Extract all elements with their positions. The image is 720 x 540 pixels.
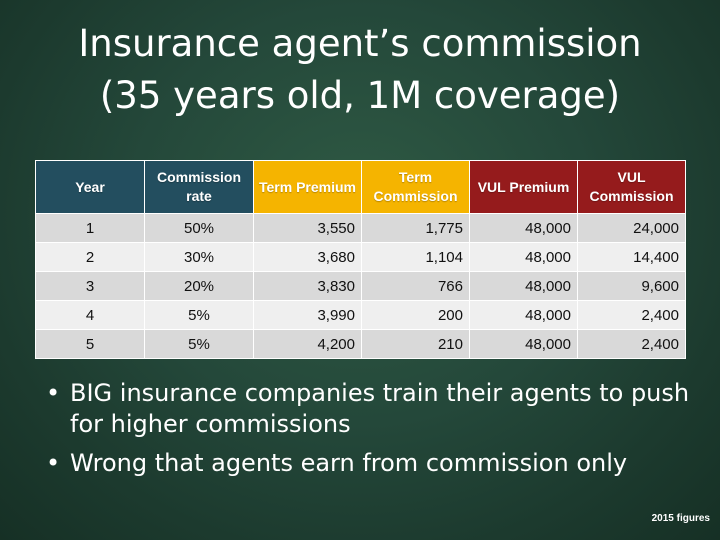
commission-table: Year Commission rate Term Premium Term C… [35,160,686,359]
cell-year: 1 [35,213,145,243]
slide-title: Insurance agent’s commission (35 years o… [0,18,720,122]
footnote: 2015 figures [651,513,710,524]
bullet-dot-icon: • [46,379,61,407]
header-vul-commission: VUL Commission [577,160,686,214]
cell-vul-premium: 48,000 [469,213,578,243]
header-year: Year [35,160,145,214]
cell-year: 3 [35,271,145,301]
cell-commission-rate: 50% [144,213,254,243]
cell-term-premium: 3,680 [253,242,362,272]
cell-term-premium: 3,990 [253,300,362,330]
cell-year: 2 [35,242,145,272]
bullet-dot-icon: • [46,449,61,477]
cell-vul-premium: 48,000 [469,271,578,301]
header-vul-premium: VUL Premium [469,160,578,214]
cell-term-commission: 210 [361,329,470,359]
cell-vul-commission: 2,400 [577,329,686,359]
cell-vul-commission: 2,400 [577,300,686,330]
cell-vul-commission: 24,000 [577,213,686,243]
table-row: 2 30% 3,680 1,104 48,000 14,400 [35,242,686,272]
cell-term-premium: 3,830 [253,271,362,301]
cell-vul-premium: 48,000 [469,242,578,272]
cell-term-commission: 766 [361,271,470,301]
cell-commission-rate: 20% [144,271,254,301]
cell-term-commission: 1,104 [361,242,470,272]
bullet-text: BIG insurance companies train their agen… [70,379,690,438]
cell-vul-premium: 48,000 [469,300,578,330]
header-term-premium: Term Premium [253,160,362,214]
cell-term-premium: 4,200 [253,329,362,359]
header-term-commission: Term Commission [361,160,470,214]
table-header-row: Year Commission rate Term Premium Term C… [35,160,686,214]
table-row: 5 5% 4,200 210 48,000 2,400 [35,329,686,359]
cell-term-premium: 3,550 [253,213,362,243]
cell-year: 5 [35,329,145,359]
cell-term-commission: 1,775 [361,213,470,243]
cell-commission-rate: 5% [144,300,254,330]
bullet-list: • BIG insurance companies train their ag… [46,378,706,487]
table-row: 4 5% 3,990 200 48,000 2,400 [35,300,686,330]
cell-year: 4 [35,300,145,330]
cell-vul-commission: 9,600 [577,271,686,301]
header-commission-rate: Commission rate [144,160,254,214]
title-line-1: Insurance agent’s commission [78,22,642,65]
cell-vul-commission: 14,400 [577,242,686,272]
bullet-item: • Wrong that agents earn from commission… [46,448,706,479]
bullet-item: • BIG insurance companies train their ag… [46,378,706,440]
cell-vul-premium: 48,000 [469,329,578,359]
table-row: 1 50% 3,550 1,775 48,000 24,000 [35,213,686,243]
cell-commission-rate: 30% [144,242,254,272]
title-line-2: (35 years old, 1M coverage) [99,74,621,117]
cell-term-commission: 200 [361,300,470,330]
cell-commission-rate: 5% [144,329,254,359]
bullet-text: Wrong that agents earn from commission o… [70,449,628,477]
table-row: 3 20% 3,830 766 48,000 9,600 [35,271,686,301]
